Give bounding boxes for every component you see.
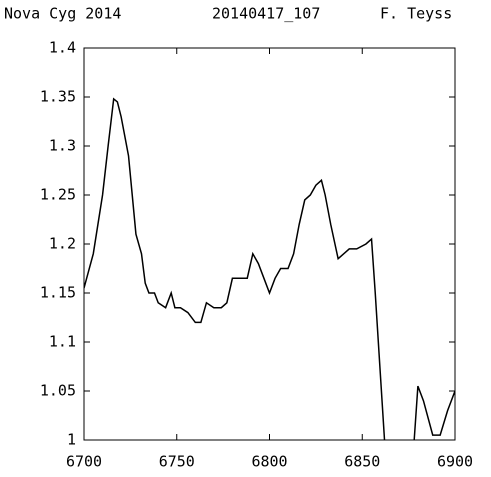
y-tick-label: 1.1 [49,333,76,351]
spectrum-line [84,97,455,440]
x-tick-label: 6900 [437,453,473,471]
x-tick-label: 6800 [251,453,287,471]
y-tick-label: 1.3 [49,137,76,155]
x-tick-label: 6700 [66,453,102,471]
annotation: Nova Cyg 2014 [4,5,121,23]
y-tick-label: 1.4 [49,39,76,57]
x-tick-label: 6750 [159,453,195,471]
y-tick-label: 1.05 [40,382,76,400]
annotation: F. Teyss [380,5,452,23]
y-tick-label: 1.35 [40,88,76,106]
y-tick-label: 1 [67,431,76,449]
y-tick-label: 1.25 [40,186,76,204]
x-tick-label: 6850 [344,453,380,471]
y-tick-label: 1.2 [49,235,76,253]
y-tick-label: 1.15 [40,284,76,302]
plot-frame [83,47,456,441]
annotation: 20140417_107 [212,5,320,23]
